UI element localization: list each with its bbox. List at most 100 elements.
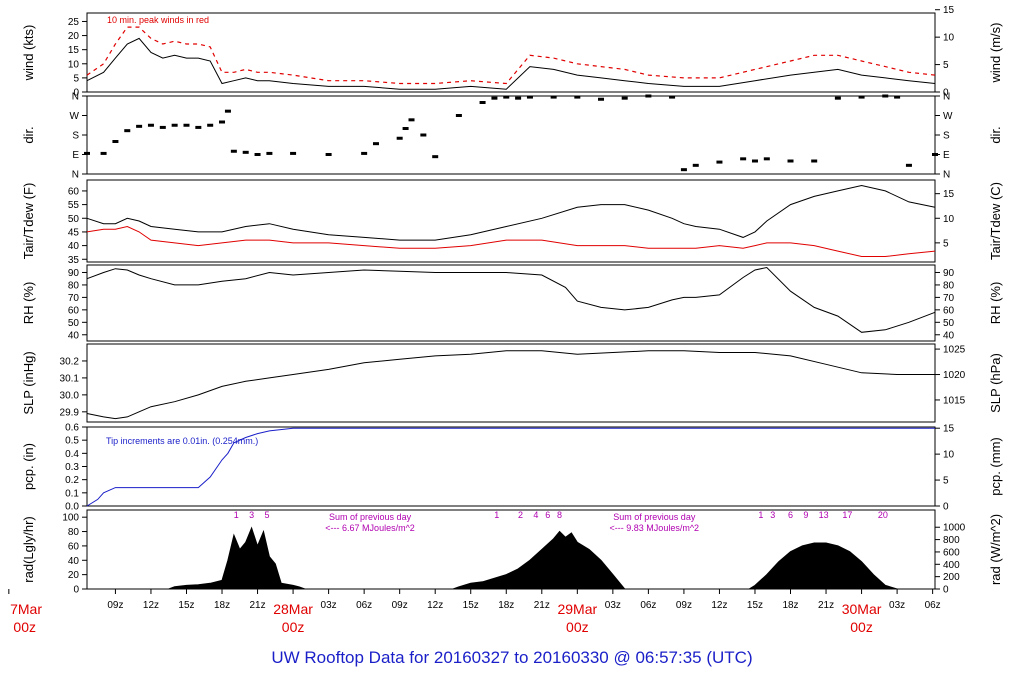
y2-tick-label: 5 (943, 60, 949, 71)
y2-tick-label: 0 (943, 88, 949, 99)
y-tick-label: 0.0 (65, 502, 79, 513)
series-line (86, 225, 936, 257)
x-tick-label: 15z (463, 600, 479, 611)
y-tick-label: 25 (68, 17, 80, 28)
panel-frame (86, 95, 936, 175)
y-tick-label: 20 (68, 570, 80, 581)
data-point (195, 125, 202, 129)
data-point (858, 95, 865, 99)
panel-frame (86, 264, 936, 342)
y-tick-label: 29.9 (60, 407, 80, 418)
data-point (479, 101, 486, 104)
data-point (171, 123, 178, 127)
data-point (787, 159, 794, 163)
x-tick-label: 09z (107, 600, 123, 611)
data-point (932, 153, 938, 156)
y2-axis-label: rad (W/m^2) (988, 514, 1003, 585)
x-tick-label: 12z (143, 600, 159, 611)
date-label: 00z (850, 619, 873, 635)
y2-axis-label: wind (m/s) (988, 23, 1003, 84)
data-point (692, 163, 699, 167)
panel-pcp: 0.0 0.1 0.2 0.3 0.4 0.5 0.6 0 5 10 15 pcp. (in) pcp.… (21, 423, 1003, 513)
y2-tick-label: 10 (943, 33, 955, 44)
y2-tick-label: 15 (943, 5, 955, 16)
data-point (455, 114, 462, 117)
time-axis: 09z 12z 15z 18z 21z 03z 06z 09z 12z 15z 18z 21z 03z 0… (8, 589, 941, 635)
data-point (372, 142, 379, 146)
series-line (86, 427, 935, 507)
y2-tick-label: 800 (943, 535, 960, 546)
panel-frame (86, 179, 936, 263)
y-tick-label: 45 (68, 227, 80, 238)
y-tick-label: 80 (68, 527, 80, 538)
y2-tick-label: S (943, 131, 950, 142)
series-line (86, 184, 936, 241)
data-point (621, 96, 628, 100)
x-tick-label: 18z (214, 600, 230, 611)
panel-frame (86, 12, 936, 93)
y2-tick-label: 200 (943, 572, 960, 583)
y2-tick-label: 50 (943, 318, 955, 329)
x-tick-label: 15z (747, 600, 763, 611)
data-point (402, 127, 409, 130)
date-label: 00z (13, 619, 36, 635)
chart-annotation: <--- 9.83 MJoules/m^2 (610, 523, 700, 533)
y-tick-label: N (72, 92, 79, 103)
data-point (230, 149, 237, 153)
y2-tick-label: 10 (943, 214, 955, 225)
hour-label: 13 (819, 510, 829, 520)
data-point (526, 95, 533, 99)
y-axis-label: RH (%) (21, 282, 36, 325)
data-point (645, 94, 652, 98)
y-axis-label: wind (kts) (21, 25, 36, 82)
y-tick-label: N (72, 170, 79, 181)
y2-tick-label: 1015 (943, 395, 966, 406)
data-point (716, 160, 723, 164)
panel-wind: 0 5 10 15 20 25 0 5 10 15 wind (kts) wind (m/s) 10 m… (21, 5, 1003, 98)
y2-tick-label: 15 (943, 424, 955, 435)
chart-annotation: Tip increments are 0.01in. (0.254mm.) (106, 436, 258, 446)
data-point (361, 151, 368, 155)
data-point (112, 140, 119, 143)
x-tick-label: 18z (782, 600, 798, 611)
hour-label: 2 (518, 510, 523, 520)
y2-tick-label: 90 (943, 268, 955, 279)
y-axis-label: rad(Lgly/hr) (21, 516, 36, 582)
chart-annotation: 10 min. peak winds in red (107, 15, 209, 25)
panel-rad: 02040608010002004006008001000rad(Lgly/hr… (21, 509, 1003, 596)
x-tick-label: 09z (392, 600, 408, 611)
y-tick-label: 10 (68, 59, 80, 70)
hour-label: 1 (234, 510, 239, 520)
y-tick-label: 40 (68, 330, 80, 341)
y2-tick-label: 1000 (943, 523, 966, 534)
panel-frame (86, 343, 936, 423)
x-tick-label: 12z (427, 600, 443, 611)
y2-axis-label: RH (%) (988, 282, 1003, 325)
data-point (811, 159, 818, 163)
hour-label: 6 (545, 510, 550, 520)
y-tick-label: 40 (68, 556, 80, 567)
data-point (266, 151, 273, 155)
panel-temp: 35 40 45 50 55 60 5 10 15 Tair/Tdew (F) Tair/Tdew … (21, 179, 1003, 266)
y2-tick-label: 70 (943, 293, 955, 304)
hour-label: 5 (265, 510, 270, 520)
y2-tick-label: 400 (943, 560, 960, 571)
y2-axis-label: Tair/Tdew (C) (988, 182, 1003, 260)
data-point (882, 94, 889, 98)
y-tick-label: 0.5 (65, 436, 79, 447)
y2-tick-label: W (943, 111, 953, 122)
y2-tick-label: N (943, 92, 950, 103)
x-tick-label: 03z (321, 600, 337, 611)
hour-label: 1 (494, 510, 499, 520)
y-tick-label: 15 (68, 45, 80, 56)
x-tick-label: 06z (925, 600, 941, 611)
y2-tick-label: 0 (943, 502, 949, 513)
data-point (84, 151, 90, 155)
y2-axis-label: SLP (hPa) (988, 353, 1003, 413)
y-tick-label: 50 (68, 318, 80, 329)
y-tick-label: S (72, 131, 79, 142)
hour-label: 4 (533, 510, 538, 520)
date-label: 28Mar (273, 601, 313, 617)
